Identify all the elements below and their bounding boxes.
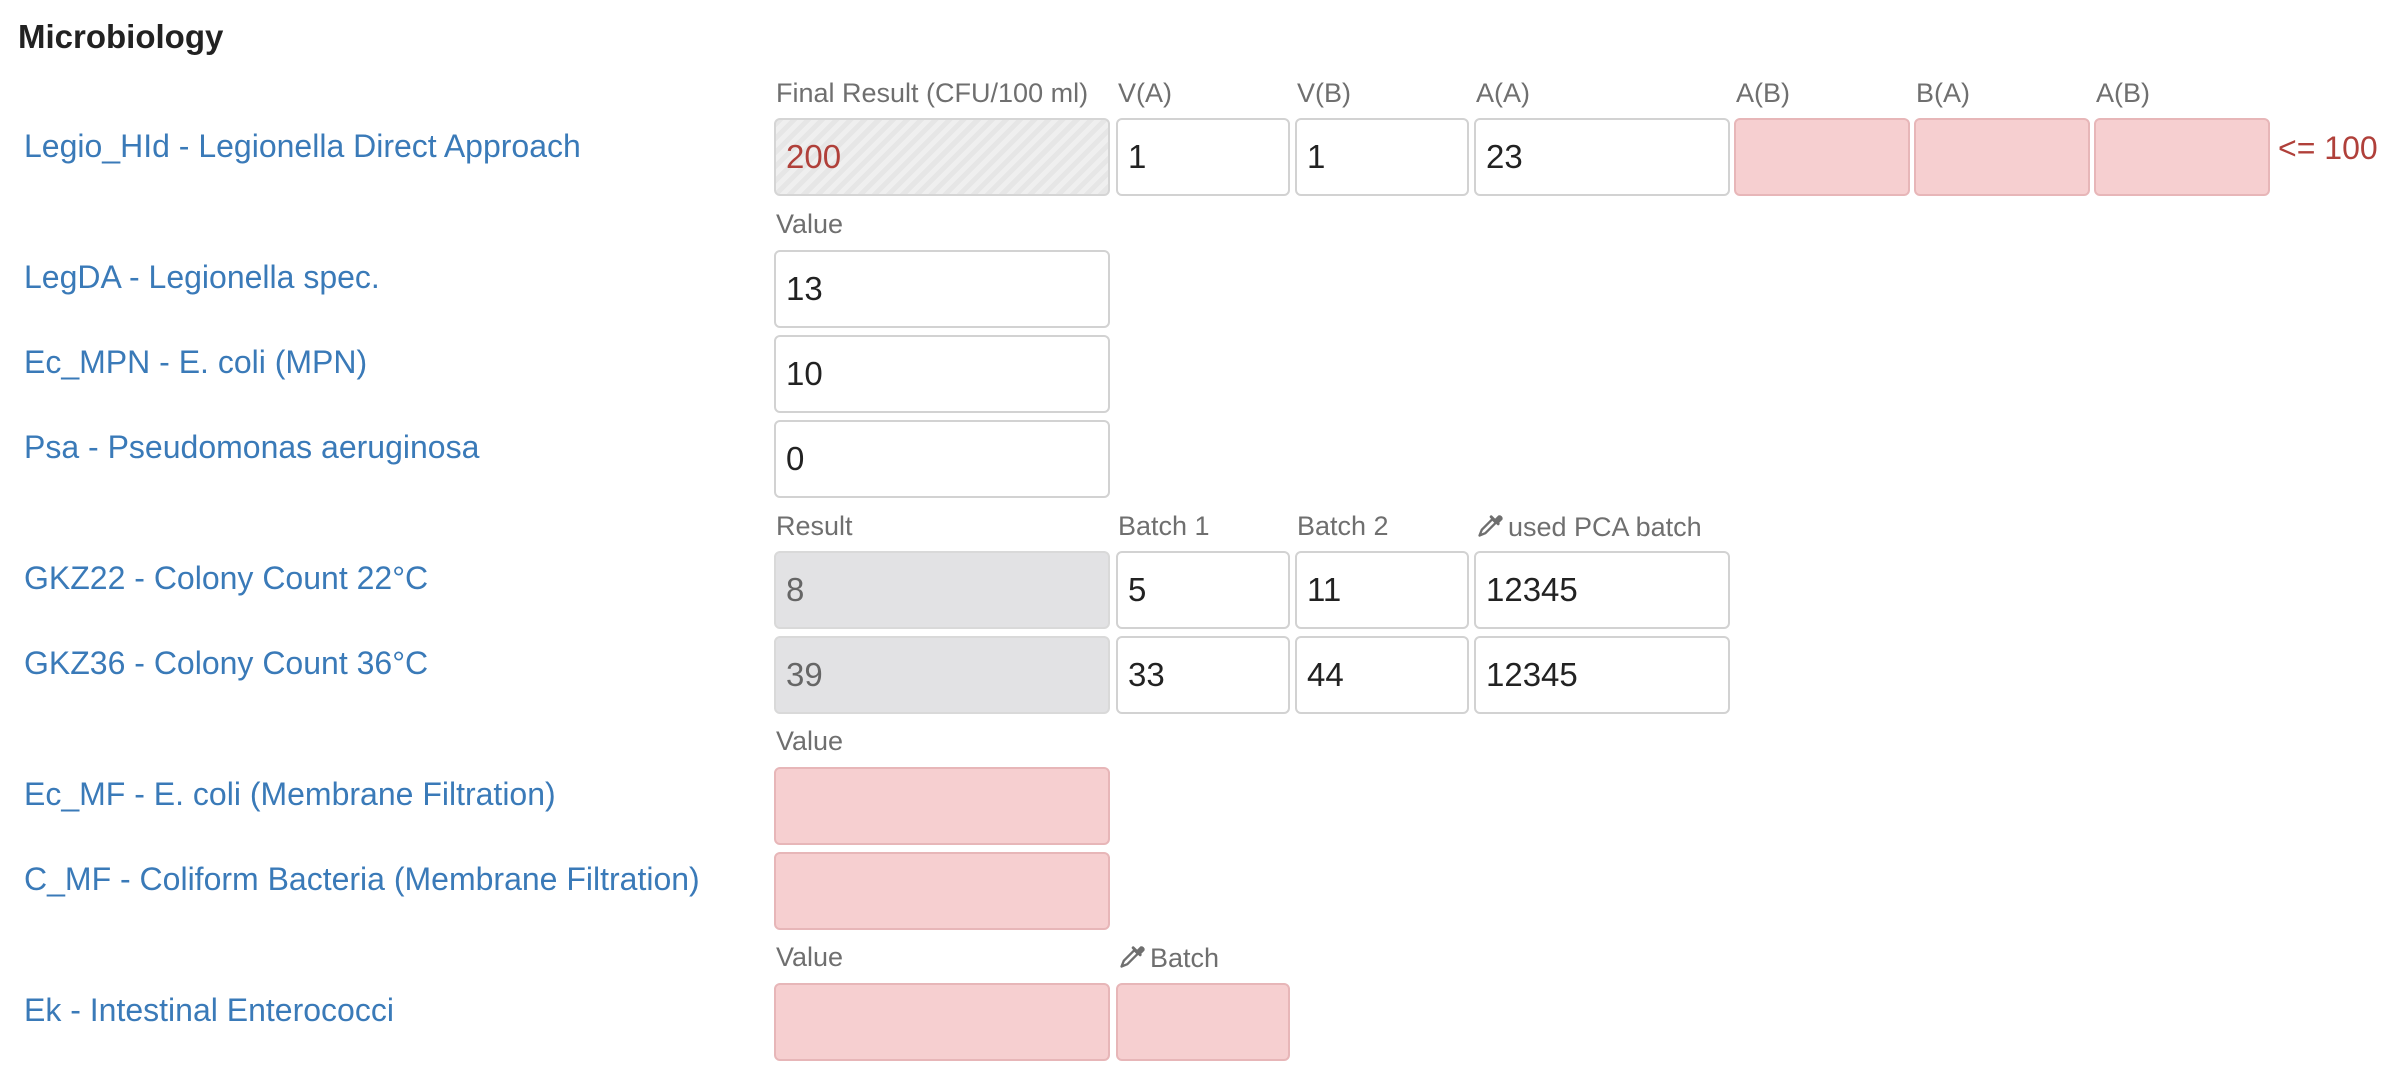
analyte-link-gkz22[interactable]: GKZ22 - Colony Count 22°C (24, 560, 429, 596)
header-result: Result (776, 511, 853, 541)
header-vb: V(B) (1297, 78, 1351, 108)
section-title: Microbiology (18, 18, 224, 55)
analyte-link-ek[interactable]: Ek - Intestinal Enterococci (24, 992, 394, 1028)
psa-value-input[interactable] (774, 420, 1110, 498)
gkz22-pca-batch-input[interactable] (1474, 551, 1730, 629)
header-ek-batch: Batch (1118, 942, 1219, 974)
legda-value-input[interactable] (774, 250, 1110, 328)
va-input[interactable] (1116, 118, 1290, 196)
header-ba: B(A) (1916, 78, 1970, 108)
gkz36-result-field (774, 636, 1110, 714)
header-ab-2: A(B) (2096, 78, 2150, 108)
pca-batch-label: used PCA batch (1508, 512, 1702, 542)
header-value-3: Value (776, 942, 844, 972)
gkz36-batch1-input[interactable] (1116, 636, 1290, 714)
analyte-link-ec-mpn[interactable]: Ec_MPN - E. coli (MPN) (24, 344, 368, 380)
ba-input[interactable] (1914, 118, 2090, 196)
analyte-link-psa[interactable]: Psa - Pseudomonas aeruginosa (24, 429, 480, 465)
c-mf-value-input[interactable] (774, 852, 1110, 930)
ec-mf-value-input[interactable] (774, 767, 1110, 845)
analyte-link-legio-hid[interactable]: Legio_HId - Legionella Direct Approach (24, 128, 581, 164)
aa-input[interactable] (1474, 118, 1730, 196)
analyte-link-ec-mf[interactable]: Ec_MF - E. coli (Membrane Filtration) (24, 776, 556, 812)
header-aa: A(A) (1476, 78, 1530, 108)
header-batch1: Batch 1 (1118, 511, 1210, 541)
ek-batch-input[interactable] (1116, 983, 1290, 1061)
header-batch2: Batch 2 (1297, 511, 1389, 541)
gkz22-batch1-input[interactable] (1116, 551, 1290, 629)
gkz36-pca-batch-input[interactable] (1474, 636, 1730, 714)
gkz22-result-field (774, 551, 1110, 629)
gkz22-batch2-input[interactable] (1295, 551, 1469, 629)
ec-mpn-value-input[interactable] (774, 335, 1110, 413)
header-value-2: Value (776, 726, 844, 756)
header-value: Value (776, 209, 844, 239)
header-pca-batch: used PCA batch (1476, 511, 1702, 543)
vb-input[interactable] (1295, 118, 1469, 196)
pipette-icon (1120, 946, 1145, 968)
limit-text: <= 100 (2278, 130, 2378, 166)
analyte-link-legda[interactable]: LegDA - Legionella spec. (24, 259, 380, 295)
final-result-field (774, 118, 1110, 196)
analyte-link-gkz36[interactable]: GKZ36 - Colony Count 36°C (24, 645, 429, 681)
header-final-result: Final Result (CFU/100 ml) (776, 78, 1089, 108)
ek-value-input[interactable] (774, 983, 1110, 1061)
header-va: V(A) (1118, 78, 1172, 108)
ek-batch-label: Batch (1150, 943, 1220, 973)
gkz36-batch2-input[interactable] (1295, 636, 1469, 714)
header-ab: A(B) (1736, 78, 1790, 108)
pipette-icon (1478, 515, 1503, 537)
ab-input[interactable] (1734, 118, 1910, 196)
ab-input-2[interactable] (2094, 118, 2270, 196)
analyte-link-c-mf[interactable]: C_MF - Coliform Bacteria (Membrane Filtr… (24, 861, 700, 897)
